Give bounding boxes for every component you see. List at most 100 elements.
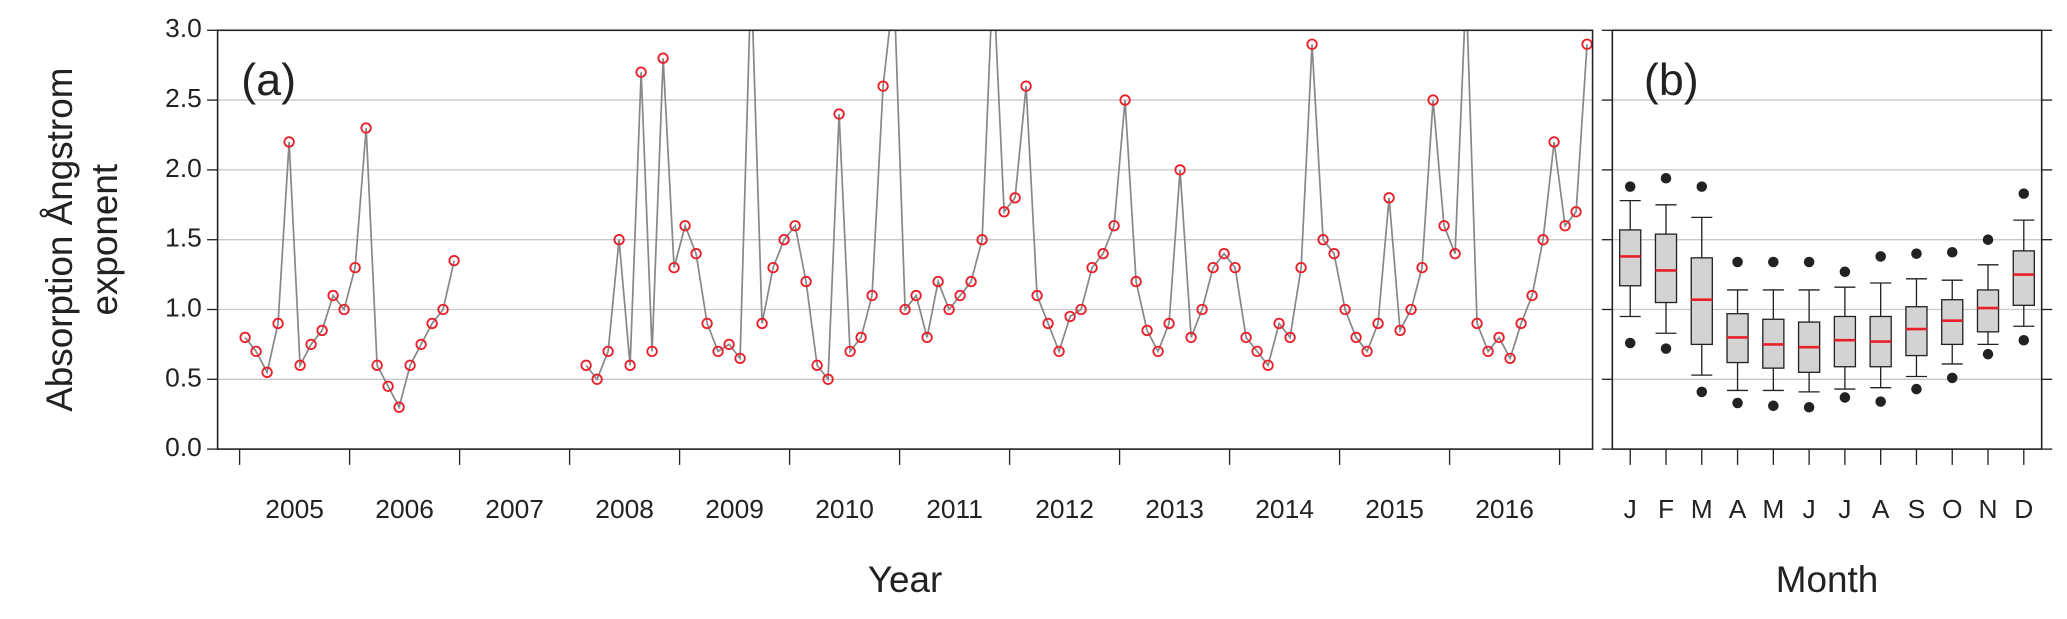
data-point	[393, 401, 405, 413]
y-tick-label: 1.0	[165, 292, 202, 322]
x-tick-label: 2015	[1365, 494, 1424, 524]
data-point	[1130, 275, 1142, 288]
x-tick-label: 2014	[1255, 494, 1314, 524]
outlier	[1624, 337, 1636, 349]
data-point	[1383, 192, 1395, 204]
data-point	[679, 220, 691, 232]
data-point	[591, 373, 603, 385]
data-point	[602, 345, 614, 358]
data-point	[1306, 38, 1318, 50]
data-point	[1449, 247, 1461, 260]
data-point	[1119, 94, 1131, 106]
box	[1905, 306, 1928, 357]
x-tick-label: 2012	[1035, 494, 1094, 524]
x-tick-label: 2013	[1145, 494, 1204, 524]
x-tick-label: 2006	[375, 494, 434, 524]
data-point	[1350, 331, 1362, 344]
data-point	[668, 261, 680, 274]
data-point	[910, 289, 922, 302]
data-point	[789, 220, 801, 232]
data-point	[1284, 331, 1296, 344]
y-tick-label: 3.0	[165, 13, 202, 43]
outlier	[1911, 383, 1922, 395]
data-point	[316, 324, 328, 337]
series	[239, 30, 1593, 413]
data-point	[1361, 345, 1373, 358]
panel-label: (b)	[1644, 55, 1699, 105]
data-point	[1009, 192, 1021, 204]
data-point	[756, 317, 768, 330]
outlier	[1875, 251, 1886, 262]
data-point	[1570, 206, 1582, 218]
data-point	[1152, 345, 1164, 358]
data-point	[1229, 261, 1241, 274]
data-point	[1427, 94, 1439, 106]
x-tick-label: S	[1908, 494, 1926, 524]
outlier	[1875, 396, 1886, 407]
data-point	[1317, 234, 1329, 246]
data-point	[1438, 220, 1450, 232]
data-point	[833, 108, 845, 120]
data-point	[1273, 317, 1285, 330]
data-point	[448, 254, 460, 267]
data-point	[1218, 247, 1230, 260]
data-point	[866, 289, 878, 302]
data-point	[635, 66, 647, 78]
data-point	[1042, 317, 1054, 330]
data-point	[437, 303, 449, 316]
outlier	[1839, 392, 1851, 403]
y-tick-label: 2.5	[165, 83, 202, 113]
data-point	[646, 345, 658, 358]
data-point	[349, 261, 361, 274]
outlier	[1660, 343, 1672, 354]
data-point	[305, 338, 317, 351]
data-point	[239, 331, 251, 344]
series-line	[244, 30, 1588, 410]
x-tick-label: 2009	[705, 494, 764, 524]
outlier	[1911, 248, 1922, 259]
plot-frame	[1611, 29, 2043, 450]
data-point	[1262, 359, 1274, 372]
x-tick-label: 2007	[485, 494, 544, 524]
data-point	[1394, 324, 1406, 337]
data-point	[822, 373, 834, 385]
data-point	[1471, 317, 1483, 330]
data-point	[1031, 289, 1043, 302]
outlier	[1768, 256, 1779, 268]
data-point	[734, 352, 746, 365]
data-point	[811, 359, 823, 372]
x-tick-label: A	[1729, 494, 1747, 524]
x-tick-label: 2010	[815, 494, 874, 524]
data-point	[613, 234, 625, 246]
data-point	[1405, 303, 1417, 316]
data-point	[1064, 310, 1076, 323]
data-point	[723, 338, 735, 351]
data-point	[1416, 261, 1428, 274]
data-point	[1493, 331, 1505, 344]
data-point	[1086, 261, 1098, 274]
data-point	[778, 234, 790, 246]
data-point	[1053, 345, 1065, 358]
data-point	[1372, 317, 1384, 330]
data-point	[1185, 331, 1197, 344]
data-point	[294, 359, 306, 372]
x-tick-label: J	[1803, 494, 1816, 524]
data-point	[954, 289, 966, 302]
outlier	[1768, 400, 1779, 412]
box	[2012, 250, 2035, 306]
data-point	[1196, 303, 1208, 316]
data-point	[1108, 220, 1120, 232]
data-point	[1548, 136, 1560, 148]
x-tick-label: J	[1838, 494, 1851, 524]
box	[1619, 229, 1642, 287]
data-point	[1339, 303, 1351, 316]
y-tick-label: 1.5	[165, 223, 202, 253]
data-point	[382, 380, 394, 392]
outlier	[1839, 266, 1851, 278]
data-point	[624, 359, 636, 372]
data-point	[1251, 345, 1263, 358]
data-point	[415, 338, 427, 351]
data-point	[877, 80, 889, 92]
data-point	[338, 303, 350, 316]
y-tick-label: 2.0	[165, 153, 202, 183]
